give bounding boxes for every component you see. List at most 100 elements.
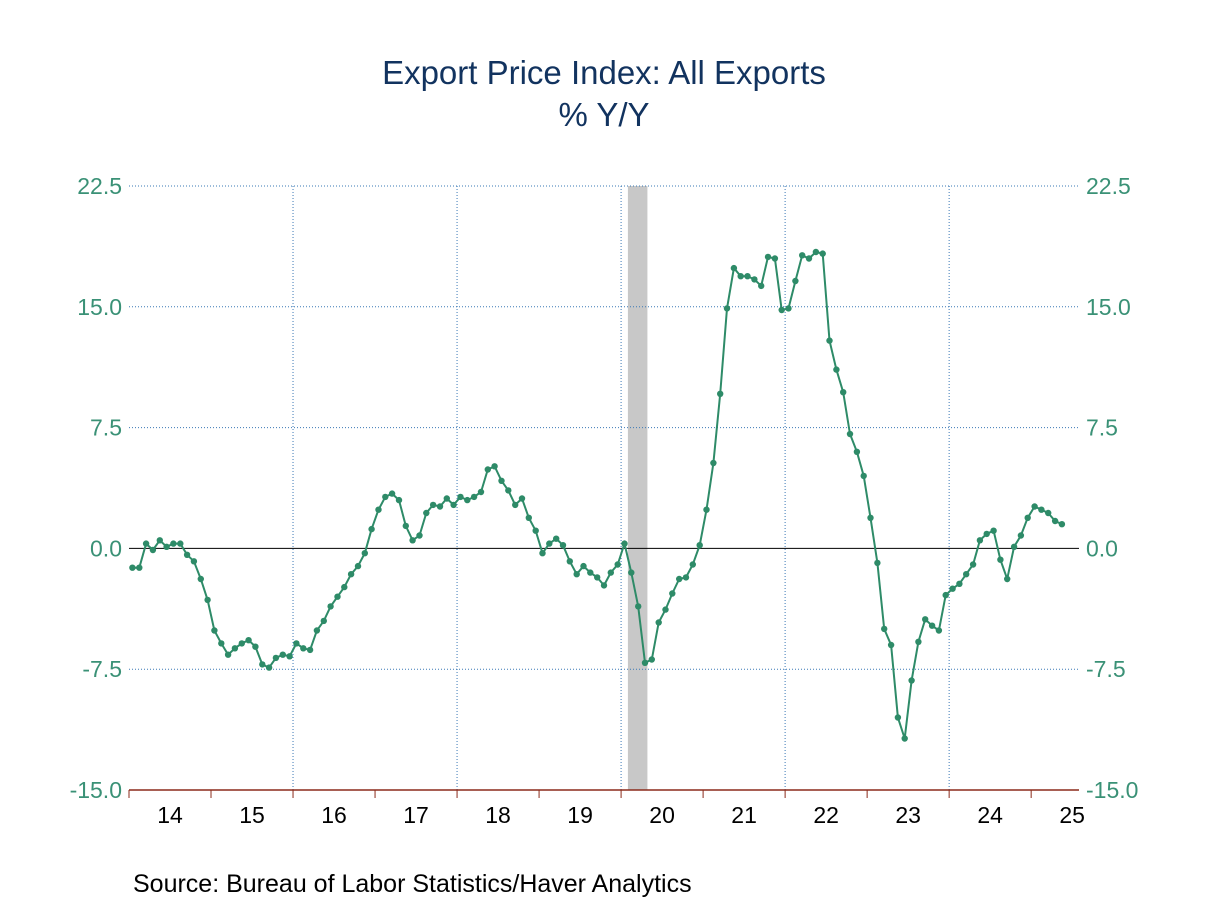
y-tick-label-right: -15.0 — [1086, 777, 1138, 803]
data-point — [149, 546, 157, 554]
x-tick-label: 14 — [157, 802, 183, 828]
data-point — [635, 603, 642, 610]
data-point — [826, 337, 833, 344]
data-point — [231, 645, 239, 652]
data-point — [853, 448, 861, 455]
x-tick-label: 18 — [485, 802, 511, 828]
data-point — [942, 591, 949, 599]
data-point — [976, 537, 984, 544]
data-point — [703, 506, 710, 513]
data-point — [737, 273, 744, 280]
data-point — [648, 656, 655, 663]
data-point — [477, 488, 485, 496]
y-tick-label-left: -7.5 — [82, 656, 122, 682]
data-point — [751, 276, 758, 283]
data-point — [771, 255, 779, 262]
y-tick-label-left: 7.5 — [90, 415, 122, 441]
data-point — [286, 653, 293, 660]
data-point — [539, 550, 546, 557]
data-point — [792, 277, 799, 285]
data-point — [1058, 521, 1066, 528]
x-tick-label: 16 — [321, 802, 347, 828]
data-point — [641, 659, 649, 666]
data-point — [1017, 532, 1025, 539]
data-point — [272, 654, 280, 662]
data-point — [730, 264, 738, 272]
data-point — [252, 643, 259, 650]
x-tick-label: 15 — [239, 802, 265, 828]
data-point — [416, 532, 423, 539]
x-tick-label: 19 — [567, 802, 593, 828]
data-point — [361, 550, 368, 557]
y-tick-label-right: 22.5 — [1086, 173, 1131, 199]
data-point — [327, 603, 334, 610]
data-point — [1024, 514, 1031, 521]
recession-band — [627, 186, 648, 790]
data-point — [655, 619, 662, 626]
data-point — [1051, 517, 1059, 525]
data-point — [491, 463, 498, 470]
data-point — [559, 542, 567, 549]
data-point — [293, 640, 300, 647]
data-point — [170, 540, 177, 547]
x-tick-label: 23 — [895, 802, 921, 828]
data-point — [676, 575, 683, 583]
data-point — [894, 714, 902, 721]
chart-title: Export Price Index: All Exports — [382, 54, 826, 91]
y-tick-label-right: 0.0 — [1086, 535, 1118, 561]
data-point — [142, 540, 150, 547]
data-point — [867, 514, 874, 521]
data-point — [423, 509, 430, 517]
data-point — [621, 540, 628, 547]
data-point — [689, 561, 696, 568]
chart-subtitle: % Y/Y — [558, 96, 650, 133]
data-point — [136, 564, 143, 571]
data-point — [218, 640, 225, 647]
data-point — [819, 250, 826, 257]
y-tick-label-right: 7.5 — [1086, 415, 1118, 441]
data-point — [1004, 575, 1011, 583]
data-point — [887, 641, 895, 649]
data-point — [382, 493, 389, 501]
data-point — [874, 559, 881, 567]
data-point — [183, 551, 191, 558]
data-point — [662, 606, 669, 613]
data-point — [306, 646, 314, 654]
series-line — [132, 250, 1063, 739]
data-point — [1045, 509, 1052, 517]
data-point — [300, 645, 307, 652]
data-point — [805, 255, 813, 262]
data-point — [190, 558, 198, 565]
data-point — [498, 477, 505, 484]
data-point — [1010, 543, 1018, 550]
data-point — [607, 569, 614, 576]
data-point — [881, 625, 888, 633]
data-point — [484, 466, 491, 473]
data-point — [129, 564, 136, 571]
data-point — [354, 562, 362, 570]
data-point — [238, 640, 245, 647]
data-point — [197, 575, 204, 583]
data-point — [812, 248, 820, 256]
data-point — [785, 305, 792, 312]
data-point — [969, 561, 977, 568]
data-point — [1031, 503, 1038, 510]
data-point — [313, 627, 321, 634]
data-point — [532, 527, 539, 534]
data-point — [177, 540, 184, 547]
data-point — [450, 501, 457, 509]
data-point — [375, 506, 382, 513]
data-point — [546, 540, 553, 547]
data-point — [429, 501, 437, 509]
data-point — [710, 459, 717, 467]
y-tick-label-right: 15.0 — [1086, 294, 1131, 320]
data-point — [409, 537, 416, 544]
data-point — [402, 522, 409, 530]
y-tick-label-left: 22.5 — [77, 173, 122, 199]
x-tick-label: 25 — [1059, 802, 1085, 828]
data-point — [799, 252, 806, 259]
data-point — [764, 253, 772, 261]
data-point — [990, 527, 997, 534]
data-point — [224, 651, 232, 658]
data-point — [457, 493, 464, 501]
